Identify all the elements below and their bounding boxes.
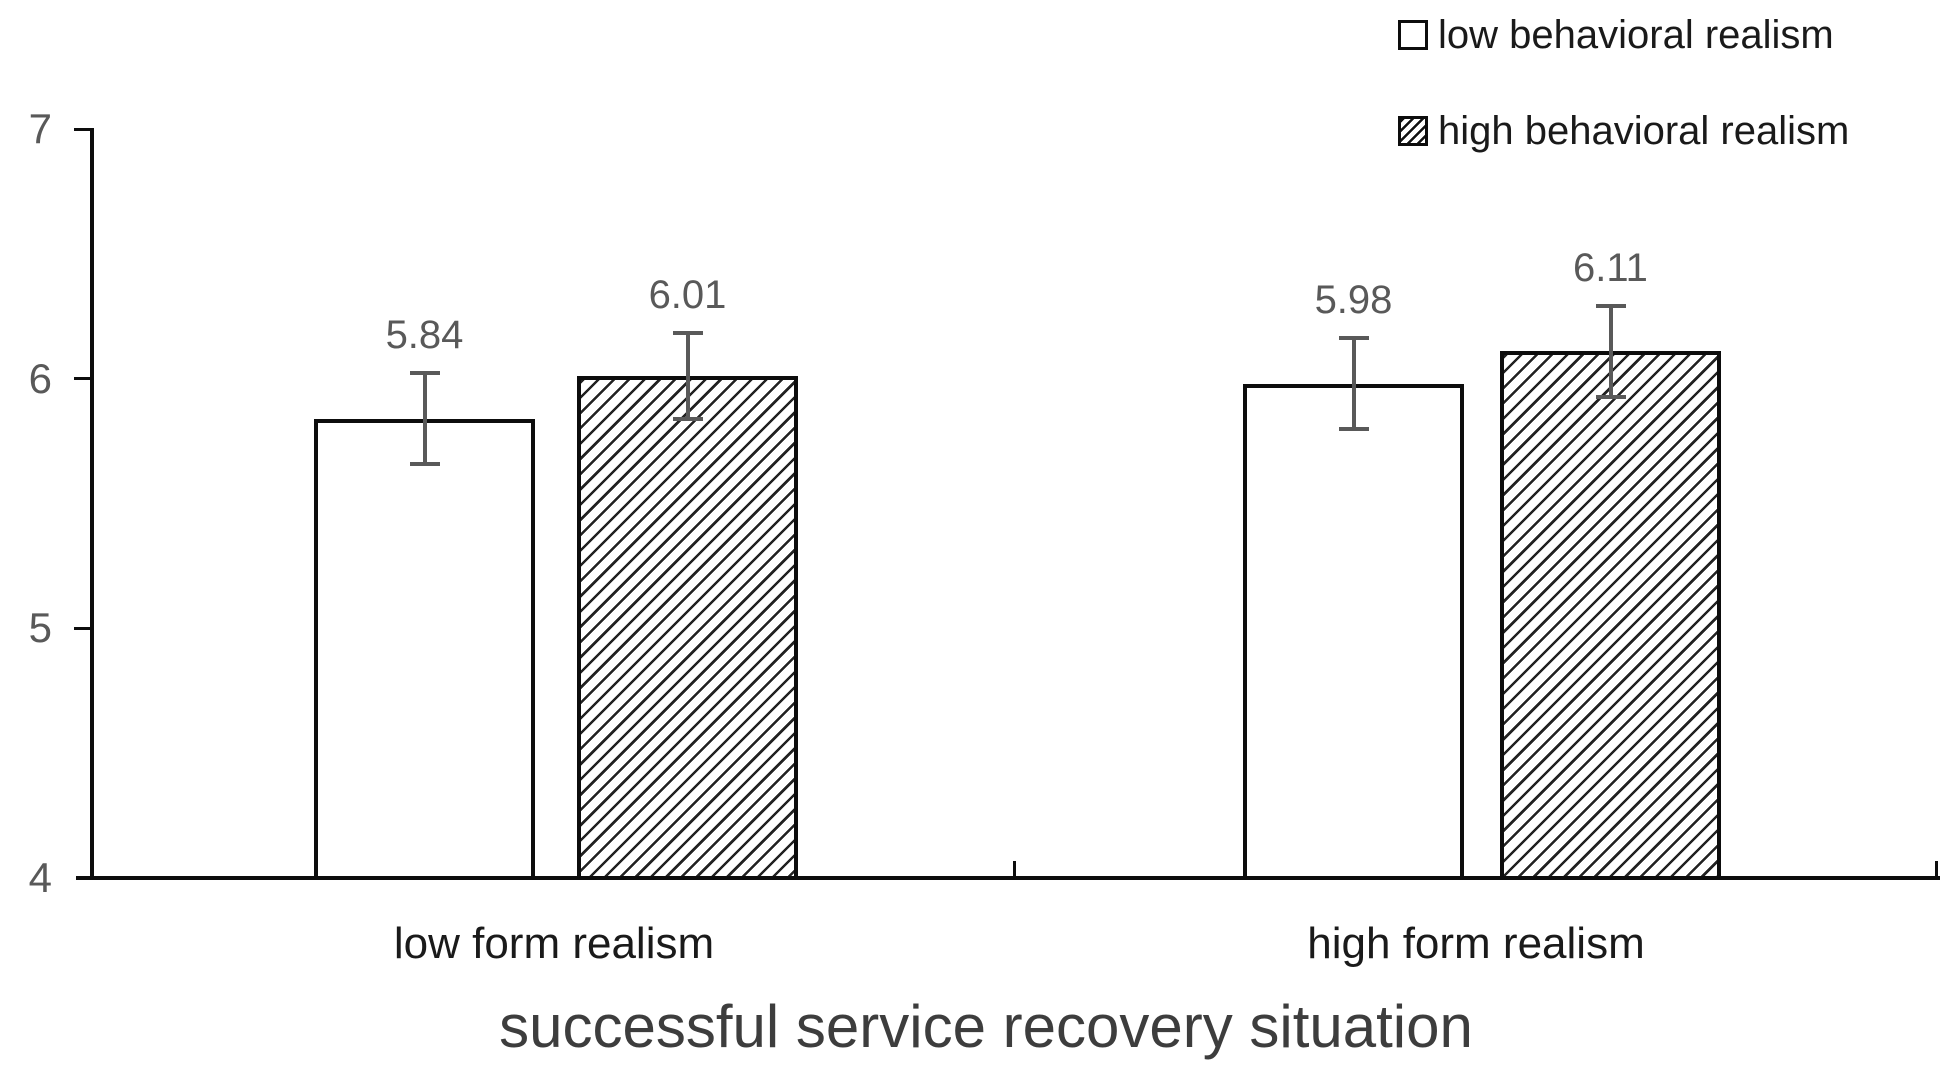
legend-label-high-behavioral-realism: high behavioral realism <box>1438 109 1850 153</box>
value-label-5-98: 5.98 <box>1314 278 1393 323</box>
x-axis-line <box>76 876 1940 880</box>
error-bar-cap-icon <box>672 417 703 422</box>
bar-high-form-high-behavioral <box>1500 351 1721 880</box>
bar-high-form-low-behavioral <box>1243 383 1464 880</box>
error-bar-cap-icon <box>409 462 440 467</box>
error-bar-cap-icon <box>1338 427 1369 432</box>
error-bar-low-form-low-behavioral <box>409 371 440 467</box>
y-axis-tick-label-7: 7 <box>28 105 52 152</box>
error-bar-high-form-low-behavioral <box>1338 336 1369 432</box>
value-label-6-01: 6.01 <box>648 273 727 318</box>
y-axis-line <box>90 128 94 880</box>
error-bar-stem-icon <box>1351 336 1356 432</box>
category-label-low-form-realism: low form realism <box>393 919 715 968</box>
legend-swatch-hatched-bar-icon <box>1398 116 1428 146</box>
error-bar-low-form-high-behavioral <box>672 331 703 422</box>
value-label-5-84: 5.84 <box>385 313 464 358</box>
x-axis-end-tick <box>1935 861 1938 878</box>
y-axis-tick-label-4: 4 <box>28 854 52 901</box>
error-bar-stem-icon <box>422 371 427 467</box>
legend-swatch-white-bar-icon <box>1398 20 1428 50</box>
category-label-high-form-realism: high form realism <box>1307 919 1645 968</box>
legend-item-low-behavioral-realism: low behavioral realism <box>1398 13 1834 57</box>
x-axis-category-divider-tick <box>1013 861 1016 878</box>
error-bar-stem-icon <box>1608 303 1613 399</box>
y-axis-tick-label-6: 6 <box>28 354 52 402</box>
legend-item-high-behavioral-realism: high behavioral realism <box>1398 109 1850 153</box>
error-bar-high-form-high-behavioral <box>1595 303 1626 399</box>
y-axis-tick-mark-6 <box>74 377 92 381</box>
chart-title: successful service recovery situation <box>499 993 1473 1060</box>
y-axis-tick-mark-5 <box>74 626 92 630</box>
legend-label-low-behavioral-realism: low behavioral realism <box>1438 13 1834 57</box>
bar-low-form-high-behavioral <box>577 376 798 880</box>
bar-low-form-low-behavioral <box>314 418 535 880</box>
error-bar-cap-icon <box>1595 394 1626 399</box>
error-bar-stem-icon <box>685 331 690 422</box>
value-label-6-11: 6.11 <box>1573 245 1648 290</box>
y-axis-tick-label-5: 5 <box>28 604 52 652</box>
legend: low behavioral realism high behavioral r… <box>1390 0 1956 170</box>
y-axis-tick-mark-7 <box>74 127 92 131</box>
